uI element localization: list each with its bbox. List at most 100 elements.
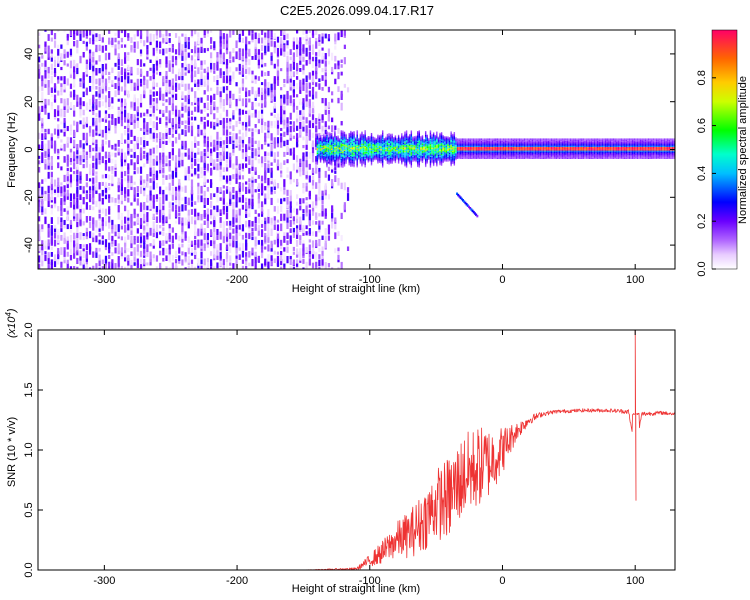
spectrogram-cell <box>321 151 323 154</box>
spectrogram-cell <box>332 146 335 148</box>
spectrogram-cell <box>318 34 321 41</box>
spectrogram-cell <box>340 135 342 137</box>
spectrogram-cell <box>197 132 200 137</box>
spectrogram-cell <box>149 155 152 164</box>
spectrogram-cell <box>386 143 389 145</box>
spectrogram-cell <box>364 151 366 154</box>
spectrogram-cell <box>267 227 270 234</box>
spectrogram-cell <box>88 216 92 221</box>
spectrogram-cell <box>372 147 374 149</box>
spectrogram-cell <box>73 40 76 47</box>
spectrogram-cell <box>351 154 354 156</box>
spectrogram-cell <box>335 159 338 162</box>
spectrogram-cell <box>386 139 389 142</box>
spectrogram-cell <box>50 30 53 36</box>
spectrogram-cell <box>280 198 283 204</box>
spectrogram-cell <box>342 164 344 166</box>
spectrogram-cell <box>366 154 368 156</box>
spectrogram-cell <box>155 266 159 269</box>
spectrogram-cell <box>184 52 187 61</box>
spectrogram-cell <box>334 157 336 160</box>
spectrogram-cell <box>402 153 405 155</box>
spectrogram-cell <box>146 79 149 87</box>
spectrogram-cell <box>324 208 327 217</box>
spectrogram-cell <box>229 66 232 73</box>
spectrogram-cell <box>369 140 371 143</box>
spectrogram-cell <box>299 86 302 94</box>
spectrogram-cell <box>85 235 88 240</box>
spectrogram-cell <box>139 30 143 36</box>
spectrogram-cell <box>334 165 336 168</box>
spectrogram-cell <box>41 224 44 230</box>
spectrogram-cell <box>203 228 206 234</box>
spectrogram-cell <box>388 158 390 160</box>
spectrogram-cell <box>178 40 181 49</box>
spectrogram-cell <box>348 156 350 159</box>
spectrogram-cell <box>171 148 174 156</box>
spectrogram-cell <box>38 144 41 149</box>
spectrogram-cell <box>63 185 66 192</box>
spectrogram-cell <box>401 152 403 154</box>
spectrogram-cell <box>194 48 197 54</box>
spectrogram-cell <box>394 161 397 164</box>
spectrogram-cell <box>424 139 427 141</box>
spectrogram-cell <box>364 138 366 140</box>
spectrogram-cell <box>393 140 395 143</box>
spectrogram-cell <box>292 135 295 139</box>
spectrogram-cell <box>47 185 50 194</box>
spectrogram-cell <box>318 150 320 153</box>
spectrogram-cell <box>155 59 159 66</box>
spectrogram-cell <box>340 158 342 161</box>
spectrogram-cell <box>162 143 165 152</box>
spectrogram-cell <box>229 187 232 192</box>
spectrogram-cell <box>276 128 280 136</box>
spectrogram-cell <box>374 149 376 151</box>
spectrogram-cell <box>385 154 387 157</box>
spectrogram-cell <box>245 163 248 168</box>
spectrogram-cell <box>426 139 428 141</box>
spectrogram-cell <box>362 152 365 154</box>
spectrogram-cell <box>299 114 302 122</box>
spectrogram-cell <box>364 132 366 134</box>
spectrogram-cell <box>108 182 111 187</box>
spectrogram-cell <box>342 149 344 152</box>
spectrogram-cell <box>361 159 363 161</box>
spectrogram-cell <box>111 223 114 230</box>
spectrogram-cell <box>361 149 363 151</box>
spectrogram-cell <box>53 224 57 229</box>
spectrogram-cell <box>410 141 413 143</box>
spectrogram-cell <box>311 152 315 157</box>
spectrogram-cell <box>63 124 66 132</box>
spectrogram-cell <box>162 178 165 185</box>
spectrogram-cell <box>393 149 395 151</box>
spectrogram-cell <box>413 159 416 162</box>
spectrogram-cell <box>397 151 400 153</box>
spectrogram-cell <box>417 139 419 141</box>
spectrogram-cell <box>343 150 346 153</box>
spectrogram-cell <box>152 105 155 113</box>
spectrogram-cell <box>378 151 381 154</box>
spectrogram-cell <box>415 154 417 157</box>
spectrogram-cell <box>276 224 280 231</box>
spectrogram-cell <box>369 138 371 140</box>
spectrogram-cell <box>283 266 286 269</box>
spectrogram-cell <box>162 101 165 106</box>
spectrogram-cell <box>251 175 254 181</box>
spectrogram-cell <box>405 149 408 151</box>
spectrogram-cell <box>335 138 338 140</box>
spectrogram-cell <box>346 146 349 148</box>
spectrogram-cell <box>155 40 159 48</box>
spectrogram-cell <box>216 194 219 203</box>
spectrogram-cell <box>162 231 165 237</box>
spectrogram-cell <box>73 162 76 170</box>
spectrogram-cell <box>342 135 344 137</box>
spectrogram-cell <box>372 149 374 152</box>
spectrogram-cell <box>391 153 393 156</box>
spectrogram-cell <box>397 155 400 157</box>
spectrogram-cell <box>73 105 76 111</box>
spectrogram-cell <box>219 30 222 37</box>
spectrogram-cell <box>82 208 85 214</box>
spectrogram-cell <box>346 87 350 93</box>
spectrogram-cell <box>315 63 318 71</box>
spectrogram-cell <box>60 90 63 96</box>
